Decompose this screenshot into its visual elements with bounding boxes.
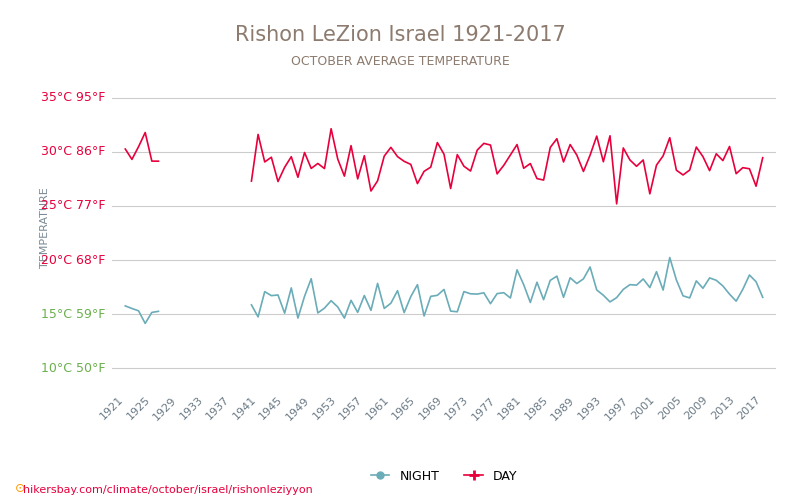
Text: OCTOBER AVERAGE TEMPERATURE: OCTOBER AVERAGE TEMPERATURE [290, 55, 510, 68]
Text: Rishon LeZion Israel 1921-2017: Rishon LeZion Israel 1921-2017 [234, 25, 566, 45]
Legend: NIGHT, DAY: NIGHT, DAY [366, 465, 522, 488]
Text: 30°C 86°F: 30°C 86°F [41, 145, 106, 158]
Text: hikersbay.com/climate/october/israel/rishonleziyyon: hikersbay.com/climate/october/israel/ris… [16, 485, 313, 495]
Text: 35°C 95°F: 35°C 95°F [41, 91, 106, 104]
Text: 20°C 68°F: 20°C 68°F [41, 254, 106, 266]
Text: 15°C 59°F: 15°C 59°F [41, 308, 106, 320]
Text: 10°C 50°F: 10°C 50°F [41, 362, 106, 375]
Text: 25°C 77°F: 25°C 77°F [41, 200, 106, 212]
Y-axis label: TEMPERATURE: TEMPERATURE [39, 187, 50, 268]
Text: ⊙: ⊙ [14, 482, 25, 495]
